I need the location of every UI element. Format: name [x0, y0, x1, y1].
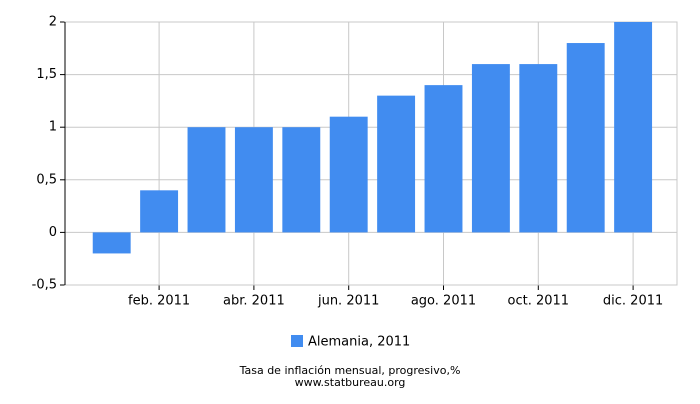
bar [424, 85, 463, 233]
bar [282, 127, 321, 233]
footer-caption: Tasa de inflación mensual, progresivo,% [239, 364, 461, 377]
bar [140, 190, 179, 233]
bar [566, 43, 605, 233]
y-tick-label: 2 [49, 15, 57, 30]
legend-swatch [291, 335, 303, 347]
y-tick-label: 0,5 [36, 172, 57, 187]
bar [234, 127, 273, 233]
bar [92, 232, 131, 254]
footer-source: www.statbureau.org [295, 376, 406, 389]
bar [329, 116, 368, 233]
x-tick-label: dic. 2011 [603, 294, 663, 309]
x-tick-label: ago. 2011 [411, 294, 476, 309]
bar [377, 95, 416, 233]
y-tick-label: -0,5 [32, 278, 57, 293]
bar [471, 64, 510, 233]
y-tick-label: 1,5 [36, 67, 57, 82]
x-tick-label: oct. 2011 [508, 294, 570, 309]
x-tick-label: jun. 2011 [317, 294, 379, 309]
bar [614, 22, 653, 233]
legend-label: Alemania, 2011 [308, 335, 410, 350]
bar [519, 64, 558, 233]
bar [187, 127, 226, 233]
x-tick-label: feb. 2011 [128, 294, 190, 309]
x-tick-label: abr. 2011 [223, 294, 285, 309]
y-tick-label: 0 [49, 225, 57, 240]
y-tick-label: 1 [49, 120, 57, 135]
